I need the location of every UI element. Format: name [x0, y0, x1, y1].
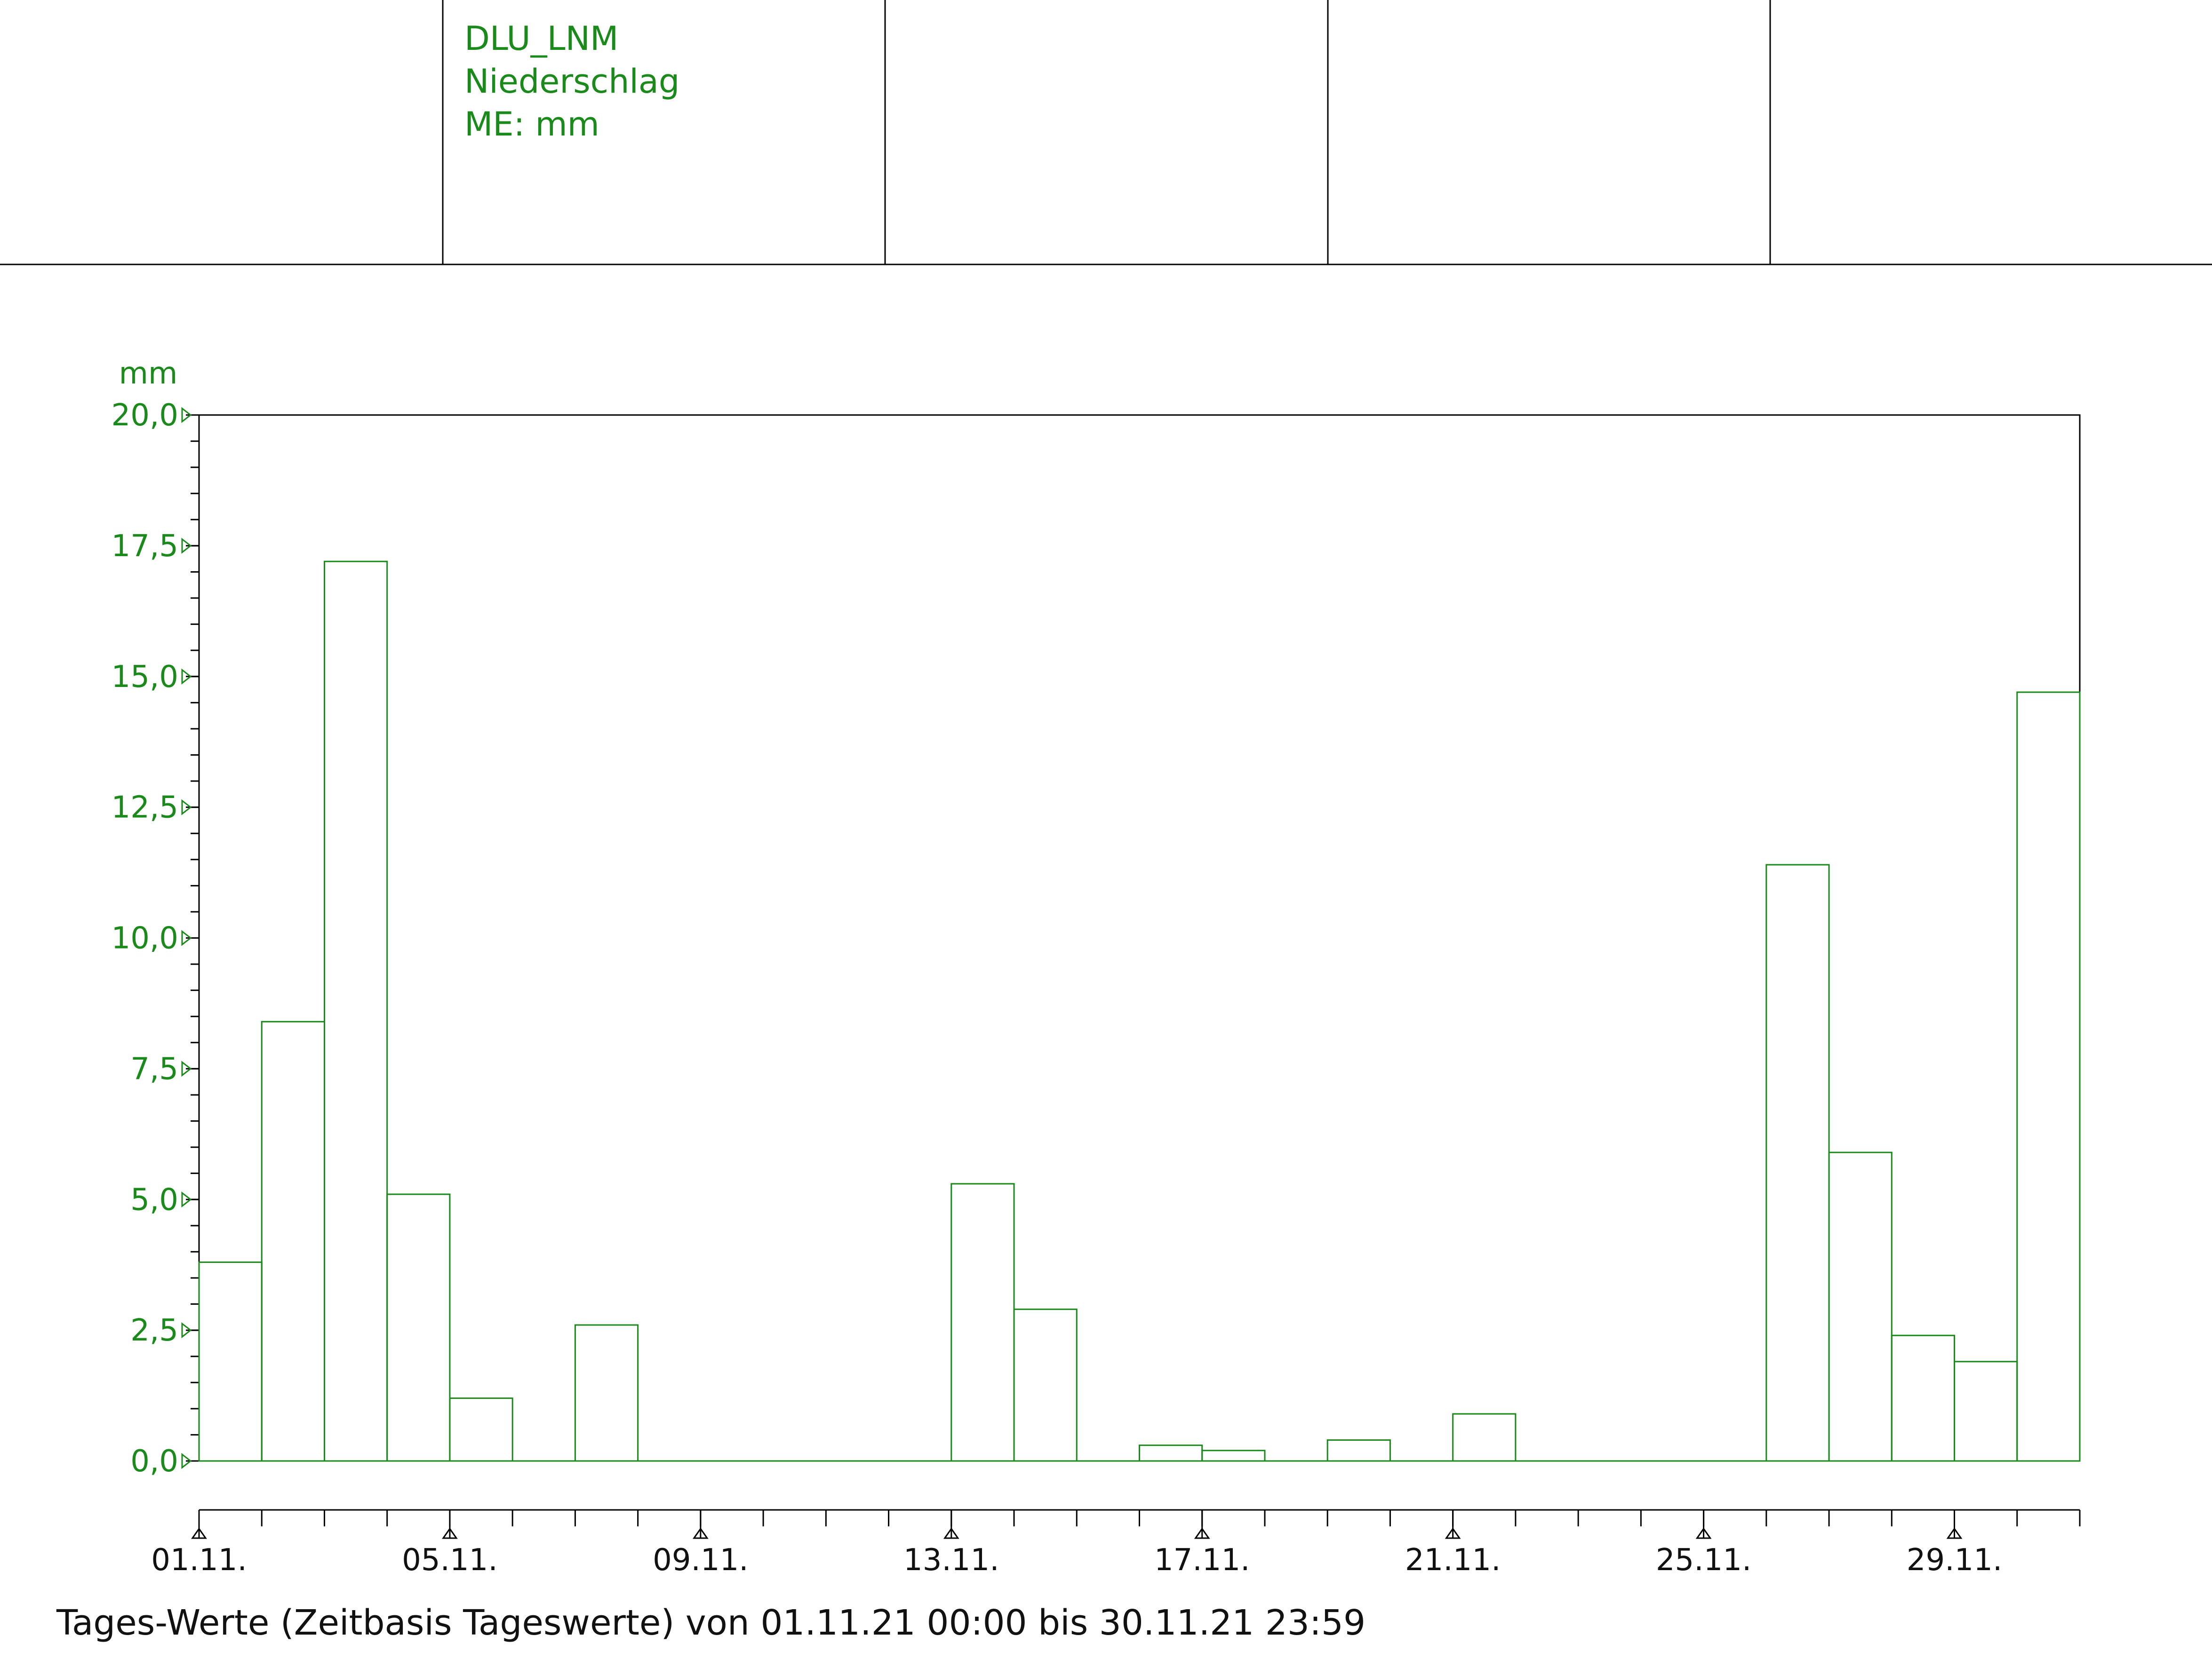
y-tick-label: 10,0: [112, 921, 179, 956]
y-axis-label: mm: [119, 356, 178, 391]
bar: [1139, 1445, 1203, 1462]
y-tick-label: 0,0: [130, 1444, 178, 1479]
bar: [198, 1261, 263, 1462]
y-tick-label: 20,0: [112, 398, 179, 433]
y-tick-label: 17,5: [112, 529, 179, 564]
y-tick-label: 15,0: [112, 660, 179, 694]
y-axis: 0,0 2,5 5,0 7,5 10,0 12,5 15,0 17,5 20,0: [112, 398, 199, 1479]
station-name: DLU_LNM: [464, 19, 618, 58]
x-tick-label: 29.11.: [1907, 1543, 2003, 1578]
y-tick-label: 7,5: [130, 1052, 178, 1086]
y-tick-marker: [181, 1452, 192, 1469]
bar: [386, 1193, 451, 1462]
parameter-name: Niederschlag: [464, 62, 679, 101]
bar: [323, 560, 388, 1462]
y-tick-marker: [181, 1061, 192, 1077]
header-table: DLU_LNM Niederschlag ME: mm: [0, 0, 2212, 265]
y-tick-label: 2,5: [130, 1313, 178, 1348]
y-tick-label: 12,5: [112, 790, 179, 825]
footer-caption: Tages-Werte (Zeitbasis Tageswerte) von 0…: [56, 1603, 1366, 1643]
x-tick-label: 17.11.: [1154, 1543, 1250, 1578]
x-tick-marker: [1445, 1527, 1461, 1539]
x-tick-marker: [1695, 1527, 1712, 1539]
x-tick-label: 21.11.: [1405, 1543, 1501, 1578]
x-tick-label: 13.11.: [903, 1543, 999, 1578]
bar: [1765, 864, 1830, 1462]
bar: [449, 1397, 513, 1462]
x-tick-label: 25.11.: [1656, 1543, 1752, 1578]
y-tick-marker: [181, 407, 192, 423]
x-tick-marker: [943, 1527, 959, 1539]
y-tick-marker: [181, 668, 192, 685]
bar: [1326, 1439, 1391, 1462]
x-tick-marker: [692, 1527, 709, 1539]
bar: [1954, 1361, 2018, 1462]
bar: [574, 1324, 639, 1462]
bar: [261, 1021, 325, 1462]
y-tick-marker: [181, 1322, 192, 1339]
x-tick-marker: [1194, 1527, 1210, 1539]
bar: [950, 1183, 1015, 1462]
bar: [2016, 691, 2081, 1462]
bar: [1452, 1413, 1517, 1462]
x-tick-marker: [442, 1527, 458, 1539]
y-tick-marker: [181, 799, 192, 815]
x-tick-label: 05.11.: [402, 1543, 498, 1578]
x-tick-marker: [1946, 1527, 1963, 1539]
x-tick-marker: [191, 1527, 207, 1539]
bar: [1891, 1334, 1956, 1462]
x-tick-label: 09.11.: [653, 1543, 749, 1578]
series-bars: [198, 560, 2081, 1462]
bar: [1828, 1151, 1893, 1462]
unit-label: ME: mm: [464, 105, 599, 144]
y-tick-marker: [181, 930, 192, 946]
x-axis: 01.11. 05.11. 09.11. 13.11. 17.11. 21.11. 25.1…: [151, 1509, 2081, 1578]
x-tick-label: 01.11.: [151, 1543, 247, 1578]
y-tick-label: 5,0: [130, 1182, 178, 1217]
plot-frame: [198, 414, 2081, 1462]
y-tick-marker: [181, 537, 192, 554]
y-tick-marker: [181, 1191, 192, 1208]
bar: [1013, 1309, 1078, 1462]
bar: [1201, 1450, 1266, 1462]
